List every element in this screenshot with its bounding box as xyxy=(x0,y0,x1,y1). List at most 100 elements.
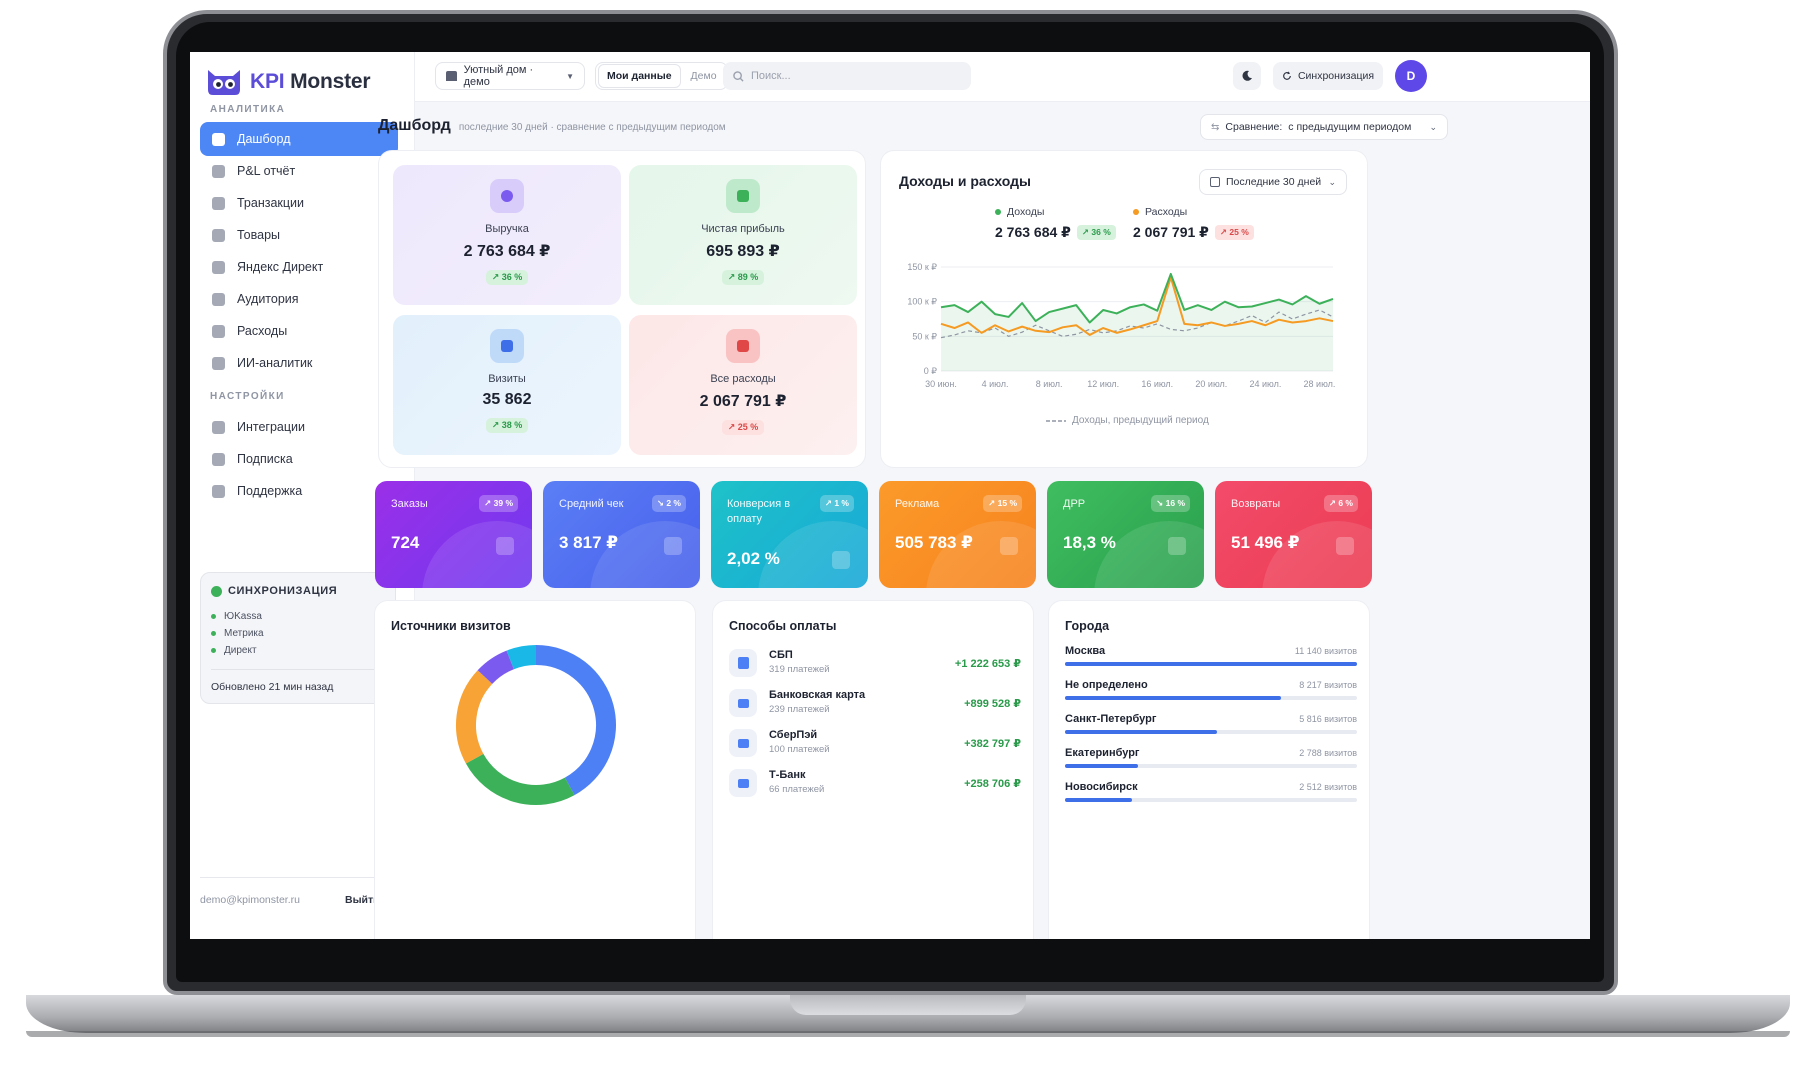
payment-name: СБП xyxy=(769,649,793,661)
metric-tile[interactable]: ДРР ↘ 16 % 18,3 % xyxy=(1047,481,1204,588)
progress-track xyxy=(1065,662,1357,666)
list-item[interactable]: СБП 319 платежей +1 222 653 ₽ xyxy=(729,647,1021,687)
sidebar-item-label: Расходы xyxy=(237,324,288,338)
donut-slice[interactable] xyxy=(456,670,493,764)
logo[interactable]: KPI Monster xyxy=(206,68,371,96)
metric-tile[interactable]: Заказы ↗ 39 % 724 xyxy=(375,481,532,588)
x-tick-label: 4 июл. xyxy=(982,379,1009,389)
brand-name: KPI Monster xyxy=(250,70,371,93)
metric-change-badge: ↗ 1 % xyxy=(819,495,854,512)
y-tick-label: 150 к ₽ xyxy=(907,262,937,272)
metric-icon xyxy=(1168,537,1186,555)
metric-tile[interactable]: Конверсия в оплату ↗ 1 % 2,02 % xyxy=(711,481,868,588)
metric-change-badge: ↗ 15 % xyxy=(983,495,1022,512)
list-item[interactable]: СберПэй 100 платежей +382 797 ₽ xyxy=(729,727,1021,767)
compare-select[interactable]: ⇆ Сравнение: с предыдущим периодом ⌄ xyxy=(1200,114,1448,140)
avatar[interactable]: D xyxy=(1395,60,1427,92)
metric-tile[interactable]: Возвраты ↗ 6 % 51 496 ₽ xyxy=(1215,481,1372,588)
metric-value: 3 817 ₽ xyxy=(559,533,619,552)
kpi-value: 2 763 684 ₽ xyxy=(463,243,551,260)
logout-button[interactable]: Выйти xyxy=(345,894,380,906)
topbar: Уютный дом · демо ▼ Мои данные Демо Поис… xyxy=(415,52,1590,102)
date-range-select[interactable]: Последние 30 дней ⌄ xyxy=(1199,169,1347,195)
sync-title: СИНХРОНИЗАЦИЯ xyxy=(211,585,337,597)
sidebar-item-3[interactable]: Товары xyxy=(200,218,398,252)
sidebar-item-6[interactable]: Расходы xyxy=(200,314,398,348)
progress-fill xyxy=(1065,662,1357,666)
sidebar-item-7[interactable]: ИИ-аналитик xyxy=(200,346,398,380)
income-expense-card: Доходы и расходы Последние 30 дней ⌄ Дох… xyxy=(880,150,1368,468)
metric-change-badge: ↗ 39 % xyxy=(479,495,518,512)
kpi-value: 35 862 xyxy=(482,391,532,408)
list-item[interactable]: Екатеринбург 2 788 визитов xyxy=(1065,747,1357,777)
sidebar-item-1[interactable]: P&L отчёт xyxy=(200,154,398,188)
kpi-tile[interactable]: Чистая прибыль 695 893 ₽ ↗ 89 % xyxy=(629,165,857,305)
progress-fill xyxy=(1065,696,1282,700)
cities-title: Города xyxy=(1065,619,1110,633)
metric-label: Возвраты xyxy=(1231,498,1281,510)
sidebar-settings-item-1[interactable]: Подписка xyxy=(200,442,398,476)
payment-name: СберПэй xyxy=(769,729,818,741)
search-input[interactable]: Поиск... xyxy=(723,62,971,90)
users-icon xyxy=(490,329,524,363)
kpi-summary-card: Выручка 2 763 684 ₽ ↗ 36 % Чистая прибыль 69… xyxy=(378,150,866,468)
sync-status-panel: СИНХРОНИЗАЦИЯ ЮKassaокМетрикаокДиректок … xyxy=(200,572,396,704)
monster-logo-icon xyxy=(208,70,240,95)
kpi-tile[interactable]: Все расходы 2 067 791 ₽ ↗ 25 % xyxy=(629,315,857,455)
wallet-icon xyxy=(212,324,225,338)
metric-value: 505 783 ₽ xyxy=(895,533,974,552)
store-icon xyxy=(446,71,457,81)
payment-name: Т-Банк xyxy=(769,769,806,781)
sidebar-settings-item-2[interactable]: Поддержка xyxy=(200,474,398,508)
donut-slice[interactable] xyxy=(506,645,537,670)
city-visits: 11 140 визитов xyxy=(1294,646,1357,656)
legend-expense: Расходы xyxy=(1133,206,1187,218)
donut-slice[interactable] xyxy=(477,650,515,685)
kpi-tile[interactable]: Выручка 2 763 684 ₽ ↗ 36 % xyxy=(393,165,621,305)
metric-icon xyxy=(1000,537,1018,555)
sync-updated-text: Обновлено 21 мин назад xyxy=(211,681,334,693)
list-item[interactable]: Банковская карта 239 платежей +899 528 ₽ xyxy=(729,687,1021,727)
theme-toggle-button[interactable] xyxy=(1233,62,1261,90)
sidebar-item-4[interactable]: Яндекс Директ xyxy=(200,250,398,284)
visit-sources-donut-chart xyxy=(456,645,616,805)
sidebar-item-5[interactable]: Аудитория xyxy=(200,282,398,316)
list-item[interactable]: Санкт-Петербург 5 816 визитов xyxy=(1065,713,1357,743)
list-item[interactable]: Москва 11 140 визитов xyxy=(1065,645,1357,675)
x-tick-label: 16 июл. xyxy=(1141,379,1173,389)
metric-change-badge: ↘ 16 % xyxy=(1151,495,1190,512)
sync-button[interactable]: Синхронизация xyxy=(1273,62,1383,90)
metric-tile[interactable]: Средний чек ↘ 2 % 3 817 ₽ xyxy=(543,481,700,588)
plug-icon xyxy=(212,420,225,434)
sync-row: Метрикаок xyxy=(211,628,387,639)
city-visits: 2 788 визитов xyxy=(1299,748,1357,758)
sidebar-settings-item-0[interactable]: Интеграции xyxy=(200,410,398,444)
list-item[interactable]: Новосибирск 2 512 визитов xyxy=(1065,781,1357,811)
decorative-circle xyxy=(1094,521,1204,588)
app-screen: KPI Monster АНАЛИТИКА Дашборд P&L отчёт Тр… xyxy=(190,52,1590,939)
payment-name: Банковская карта xyxy=(769,689,866,701)
list-item[interactable]: Т-Банк 66 платежей +258 706 ₽ xyxy=(729,767,1021,807)
metric-tile[interactable]: Реклама ↗ 15 % 505 783 ₽ xyxy=(879,481,1036,588)
sync-row: Директок xyxy=(211,645,387,656)
page-subtitle: последние 30 дней · сравнение с предыдущ… xyxy=(458,122,726,133)
donut-slice[interactable] xyxy=(465,753,575,805)
payment-count: 66 платежей xyxy=(769,784,825,795)
sidebar-item-2[interactable]: Транзакции xyxy=(200,186,398,220)
bolt-icon xyxy=(729,649,757,677)
toggle-demo[interactable]: Демо xyxy=(690,70,717,82)
sync-button-label: Синхронизация xyxy=(1297,70,1375,82)
donut-slice[interactable] xyxy=(535,645,616,796)
sidebar-item-0[interactable]: Дашборд xyxy=(200,122,398,156)
dashed-line-icon xyxy=(1046,419,1066,422)
payment-methods-card: Способы оплаты СБП 319 платежей +1 222 653… xyxy=(712,600,1034,939)
chat-icon xyxy=(212,484,225,498)
shop-select[interactable]: Уютный дом · демо ▼ xyxy=(435,62,585,90)
list-item[interactable]: Не определено 8 217 визитов xyxy=(1065,679,1357,709)
kpi-tile[interactable]: Визиты 35 862 ↗ 38 % xyxy=(393,315,621,455)
payment-count: 319 платежей xyxy=(769,664,830,675)
toggle-my-data[interactable]: Мои данные xyxy=(598,64,681,88)
metric-icon xyxy=(832,551,850,569)
check-icon xyxy=(211,585,222,597)
income-total: 2 763 684 ₽ ↗ 36 % xyxy=(995,224,1116,241)
